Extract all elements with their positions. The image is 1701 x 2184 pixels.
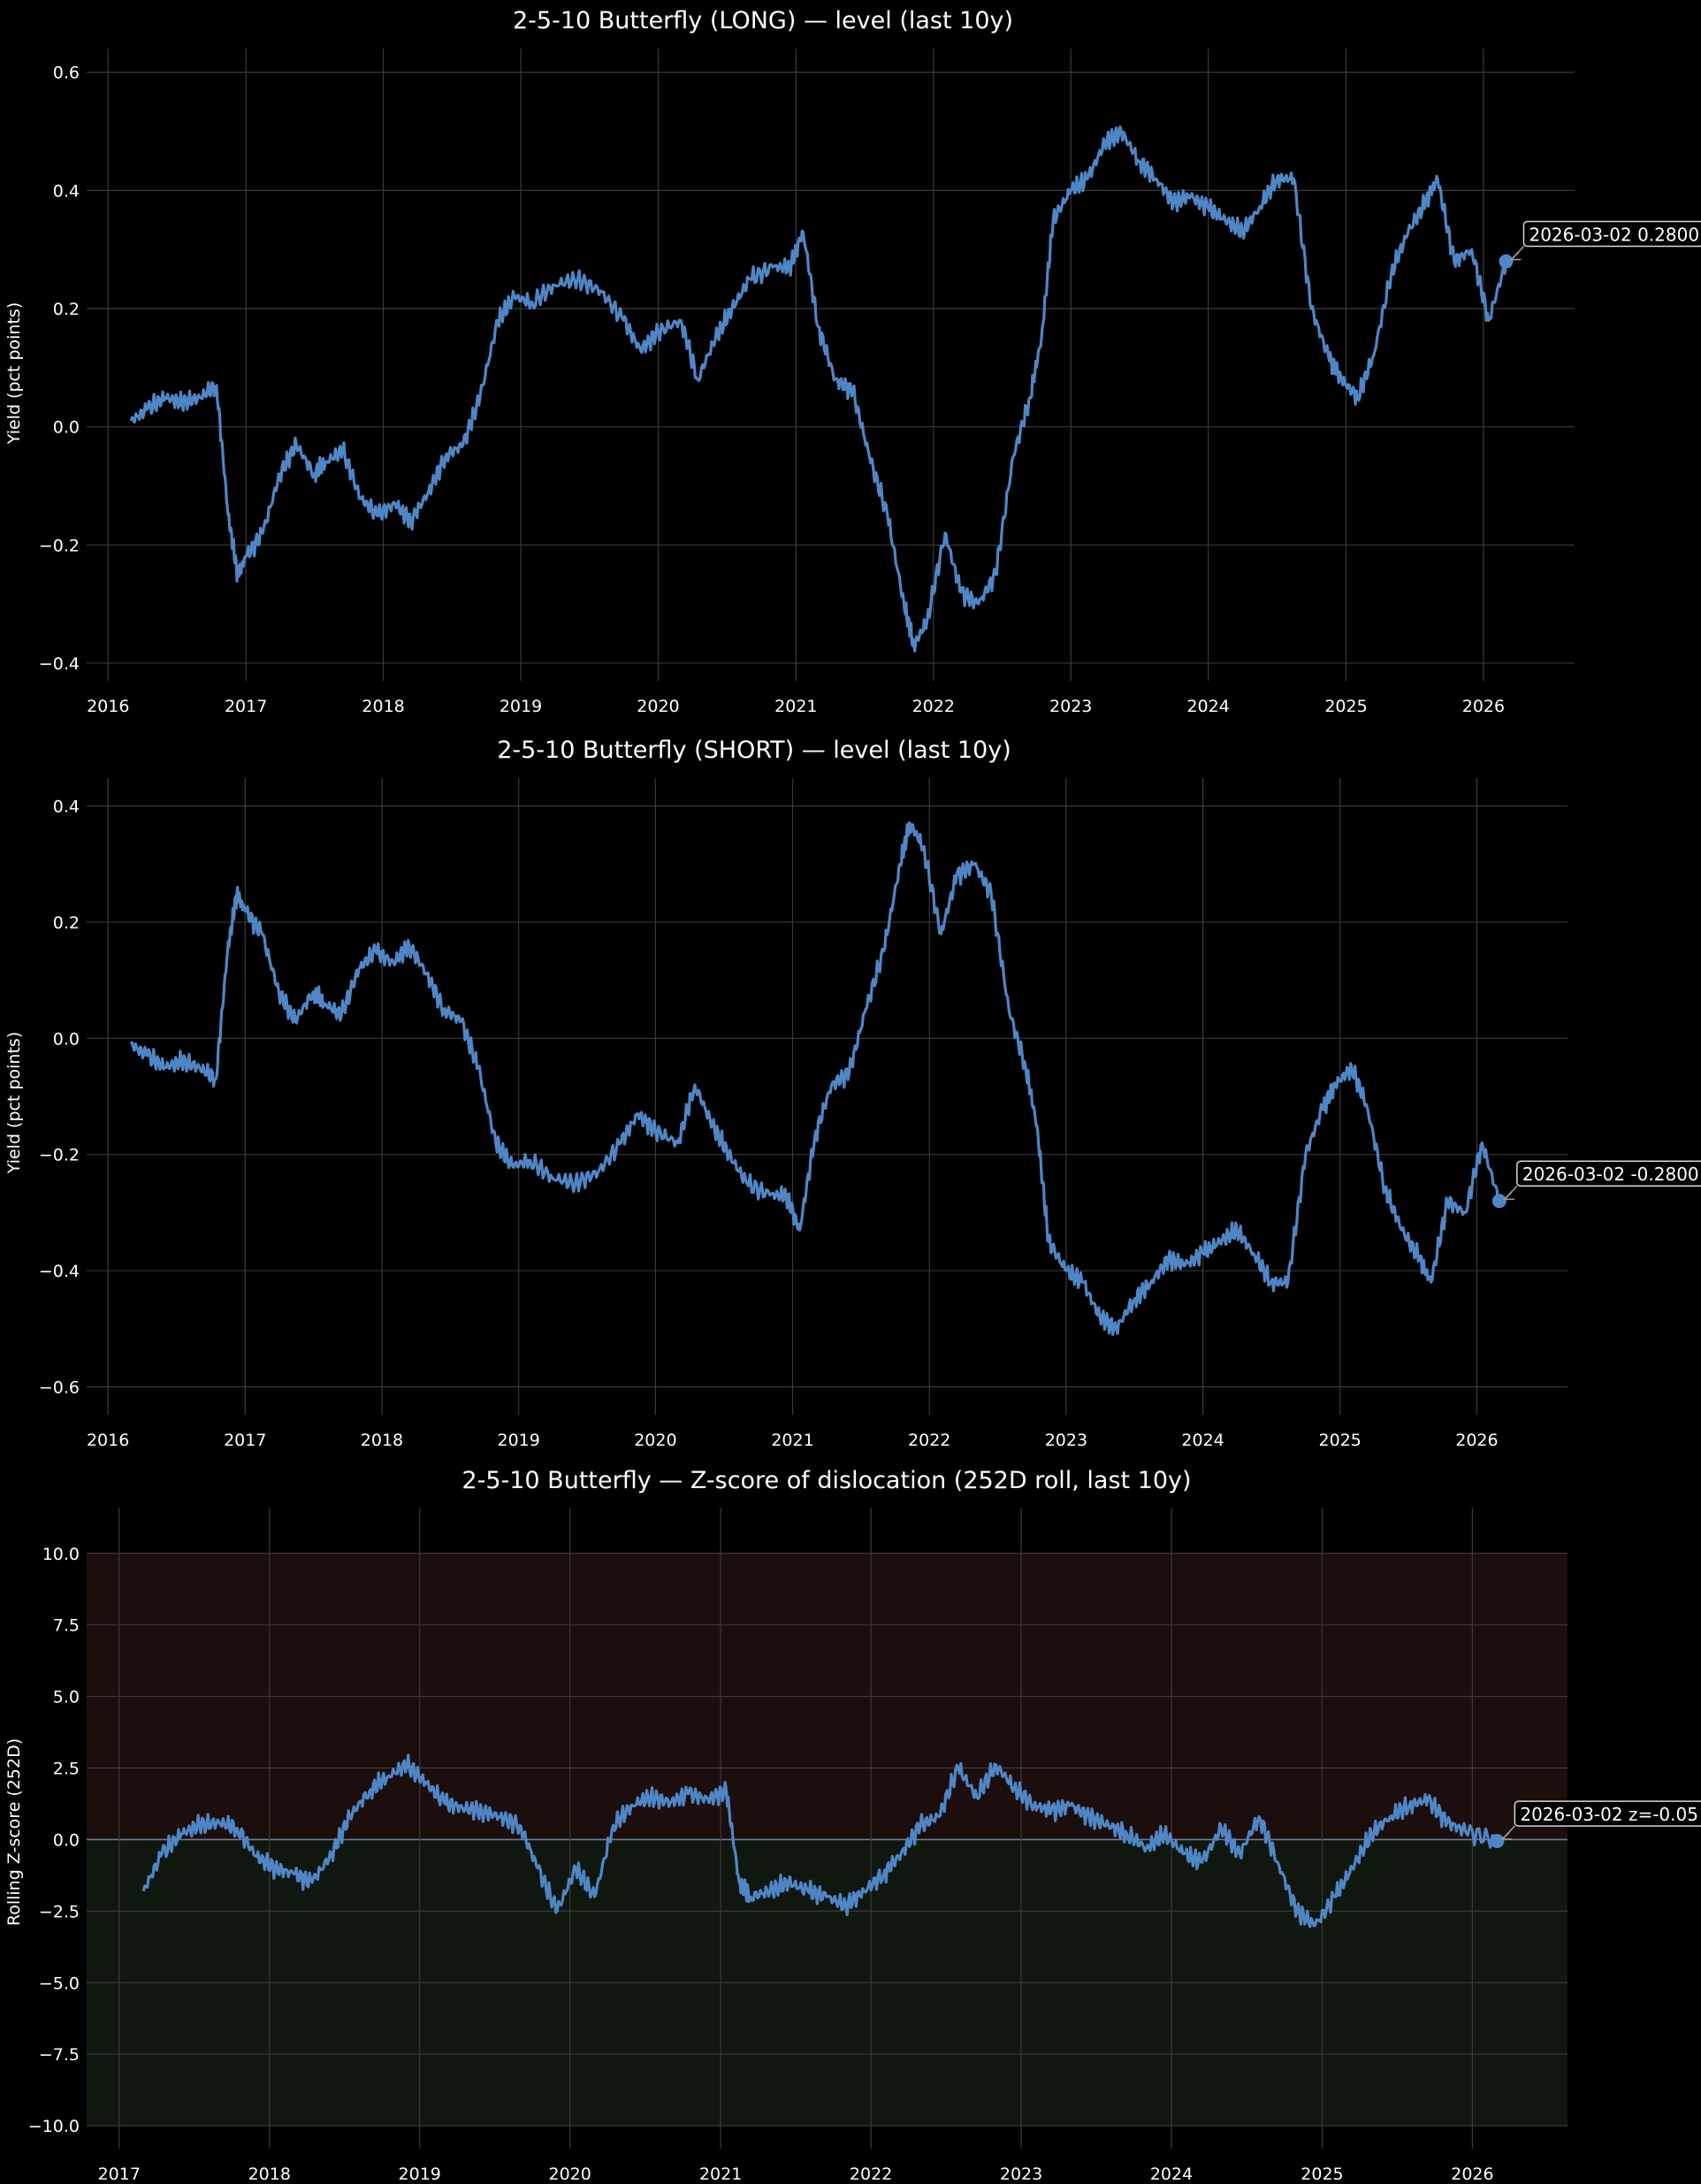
x-tick-label: 2020 <box>549 2165 591 2184</box>
x-tick-label: 2017 <box>224 1431 266 1450</box>
x-tick-label: 2024 <box>1150 2165 1193 2184</box>
y-tick-label: 10.0 <box>42 1545 80 1564</box>
x-tick-label: 2025 <box>1319 1431 1362 1450</box>
y-tick-label: 0.6 <box>53 64 80 83</box>
x-tick-label: 2022 <box>912 697 955 716</box>
x-tick-label: 2025 <box>1301 2165 1343 2184</box>
y-tick-label: 0.2 <box>53 300 80 319</box>
series-line <box>129 821 1501 1336</box>
panel-short-level: 2-5-10 Butterfly (SHORT) — level (last 1… <box>4 737 1701 1450</box>
x-tick-label: 2018 <box>362 697 404 716</box>
x-tick-label: 2025 <box>1324 697 1367 716</box>
x-tick-label: 2022 <box>908 1431 950 1450</box>
series-line <box>141 1753 1499 1928</box>
panel-zscore: 2-5-10 Butterfly — Z-score of dislocatio… <box>4 1467 1701 2184</box>
y-tick-label: −0.6 <box>39 1378 80 1397</box>
annotation-text: 2026-03-02 z=-0.05 <box>1520 1804 1698 1825</box>
y-tick-label: 0.4 <box>53 181 80 201</box>
annotation-arrowhead <box>1509 251 1522 261</box>
x-tick-label: 2023 <box>1049 697 1092 716</box>
y-axis-label: Rolling Z-score (252D) <box>4 1738 24 1926</box>
y-tick-label: 0.2 <box>53 913 80 933</box>
grid <box>87 49 1575 681</box>
last-point-marker <box>1491 1194 1506 1209</box>
x-tick-label: 2021 <box>699 2165 742 2184</box>
x-ticks: 2017 2018 2019 2020 2021 2022 2023 2024 2025 2026 <box>98 2165 1494 2184</box>
y-tick-label: 0.4 <box>53 798 80 817</box>
y-tick-label: 2.5 <box>53 1760 80 1779</box>
annotation-box <box>1522 220 1701 248</box>
x-tick-label: 2026 <box>1451 2165 1493 2184</box>
annotation-arrowhead <box>1500 1831 1513 1840</box>
chart-title: 2-5-10 Butterfly — Z-score of dislocatio… <box>461 1467 1191 1494</box>
series-line <box>129 125 1508 653</box>
x-tick-label: 2022 <box>850 2165 892 2184</box>
grid <box>87 778 1568 1415</box>
x-tick-label: 2020 <box>637 697 679 716</box>
y-axis-label: Yield (pct points) <box>4 302 24 445</box>
y-tick-label: 0.0 <box>53 1029 80 1049</box>
x-tick-label: 2017 <box>98 2165 141 2184</box>
y-tick-label: −5.0 <box>39 1974 80 1993</box>
y-axis-label: Yield (pct points) <box>4 1032 24 1174</box>
annotation-text: 2026-03-02 -0.2800 <box>1522 1164 1699 1185</box>
y-tick-label: −7.5 <box>39 2045 80 2065</box>
annotation-box <box>1516 1160 1701 1187</box>
annotation-box <box>1514 1800 1701 1827</box>
y-tick-label: −0.4 <box>39 654 80 674</box>
y-ticks: −0.6 −0.4 −0.2 0.0 0.2 0.4 <box>39 798 80 1398</box>
x-tick-label: 2019 <box>500 697 542 716</box>
x-tick-label: 2017 <box>225 697 267 716</box>
x-tick-label: 2016 <box>87 1431 129 1450</box>
x-tick-label: 2020 <box>634 1431 676 1450</box>
x-tick-label: 2018 <box>248 2165 291 2184</box>
y-tick-label: 0.0 <box>53 418 80 438</box>
y-tick-label: 0.0 <box>53 1830 80 1850</box>
y-ticks: −10.0 −7.5 −5.0 −2.5 0.0 2.5 5.0 7.5 10.0 <box>28 1545 80 2136</box>
y-tick-label: −0.2 <box>39 536 80 555</box>
x-tick-label: 2016 <box>87 697 129 716</box>
annotation-arrowhead <box>1502 1191 1514 1201</box>
chart-title: 2-5-10 Butterfly (SHORT) — level (last 1… <box>497 737 1011 764</box>
grid <box>87 1508 1568 2149</box>
x-tick-label: 2023 <box>1045 1431 1087 1450</box>
x-ticks: 2016 2017 2018 2019 2020 2021 2022 2023 2024 2025… <box>87 697 1505 716</box>
chart-title: 2-5-10 Butterfly (LONG) — level (last 10… <box>513 7 1013 34</box>
y-tick-label: 7.5 <box>53 1616 80 1636</box>
y-ticks: −0.4 −0.2 0.0 0.2 0.4 0.6 <box>39 64 80 674</box>
last-point-marker <box>1499 254 1514 269</box>
annotation-text: 2026-03-02 0.2800 <box>1529 225 1699 246</box>
x-tick-label: 2021 <box>774 697 817 716</box>
y-tick-label: 5.0 <box>53 1688 80 1707</box>
x-tick-label: 2026 <box>1455 1431 1498 1450</box>
x-tick-label: 2024 <box>1181 1431 1224 1450</box>
x-tick-label: 2021 <box>771 1431 813 1450</box>
y-tick-label: −0.2 <box>39 1146 80 1165</box>
panel-long-level: 2-5-10 Butterfly (LONG) — level (last 10… <box>4 7 1701 716</box>
y-tick-label: −0.4 <box>39 1262 80 1281</box>
x-tick-label: 2018 <box>361 1431 403 1450</box>
x-tick-label: 2026 <box>1462 697 1505 716</box>
y-tick-label: −10.0 <box>28 2117 80 2136</box>
last-point-marker <box>1490 1834 1505 1849</box>
x-tick-label: 2023 <box>1000 2165 1042 2184</box>
x-tick-label: 2024 <box>1186 697 1229 716</box>
x-tick-label: 2019 <box>399 2165 441 2184</box>
y-tick-label: −2.5 <box>39 1902 80 1921</box>
x-ticks: 2016 2017 2018 2019 2020 2021 2022 2023 2024 2025… <box>87 1431 1499 1450</box>
x-tick-label: 2019 <box>498 1431 540 1450</box>
